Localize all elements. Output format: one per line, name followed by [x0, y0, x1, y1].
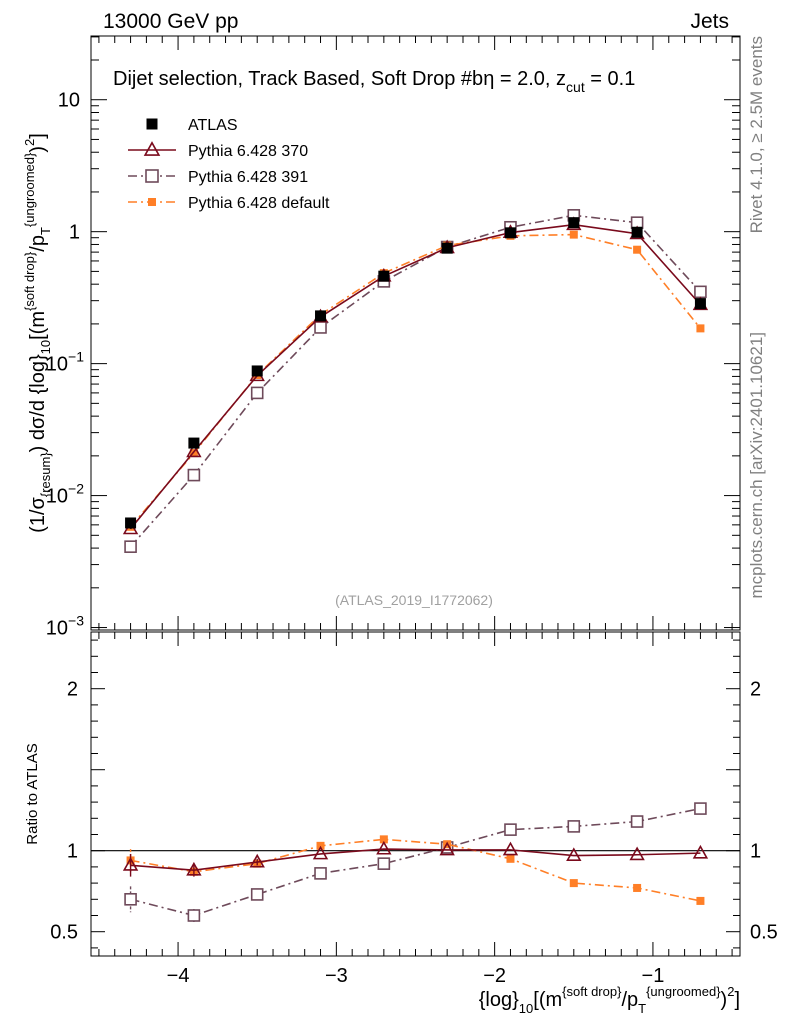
ratio-point-pythia-6-428-391 [377, 857, 391, 870]
ratio-y-tick-label: 0.5 [50, 922, 78, 944]
point-pythia-6-428-391 [124, 540, 137, 553]
ratio-point-pythia-6-428-default [379, 835, 388, 844]
ratio-point-pythia-6-428-370 [629, 846, 645, 861]
jets-label: Jets [690, 10, 729, 33]
ratio-point-pythia-6-428-391 [124, 892, 137, 906]
legend-entry: Pythia 6.428 default [188, 195, 330, 212]
legend-marker-pythia-6-428-default [148, 198, 156, 206]
point-atlas [315, 310, 327, 322]
legend-entry: Pythia 6.428 391 [188, 169, 308, 186]
ratio-point-pythia-6-428-370 [186, 861, 202, 876]
ratio-point-pythia-6-428-391 [630, 815, 644, 828]
point-pythia-6-428-391 [250, 386, 264, 400]
ratio-point-pythia-6-428-370 [502, 841, 519, 856]
point-pythia-6-428-default [633, 245, 642, 254]
ratio-point-pythia-6-428-default [506, 854, 515, 863]
legend-marker-atlas [146, 118, 158, 130]
point-pythia-6-428-391 [314, 321, 327, 334]
point-atlas [125, 517, 137, 529]
ratio-point-pythia-6-428-370 [122, 857, 139, 871]
ratio-frame [90, 631, 741, 957]
rivet-label: Rivet 4.1.0, ≥ 2.5M events [747, 36, 766, 233]
point-pythia-6-428-default [189, 449, 198, 458]
ratio-point-pythia-6-428-370 [312, 845, 329, 860]
axes-layer: −4 −3 −2 −1 10−3 10−2 10−1 1 10 0.5 0.5 1 1 2 2 [46, 36, 778, 987]
collision-label: 13000 GeV pp [103, 10, 238, 33]
ratio-y-tick-label: 1 [67, 841, 78, 863]
ratio-y-tick-label-right: 2 [750, 679, 761, 701]
point-atlas [568, 217, 580, 229]
main-ylabel: (1/σ{resum}) dσ/d {log}10[(m{soft drop}/… [22, 133, 53, 533]
series-line-pythia-6-428-391 [129, 214, 702, 548]
y-tick-label: 10−1 [46, 349, 84, 376]
point-pythia-6-428-default [569, 230, 578, 239]
ratio-point-pythia-6-428-391 [694, 802, 707, 815]
ratio-y-tick-label: 2 [67, 679, 78, 701]
plot-title: Dijet selection, Track Based, Soft Drop … [113, 68, 635, 95]
ratio-line-pythia-6-428-default [130, 838, 701, 902]
x-tick-label: −1 [642, 965, 665, 987]
ratio-line-pythia-6-428-391 [130, 807, 701, 917]
point-atlas [504, 227, 516, 239]
ratio-point-pythia-6-428-370 [566, 847, 582, 862]
point-atlas [694, 298, 706, 310]
ratio-point-pythia-6-428-391 [314, 867, 327, 880]
x-tick-label: −4 [167, 965, 190, 987]
legend-marker-pythia-6-428-391 [145, 169, 159, 183]
ratio-point-pythia-6-428-370 [439, 841, 455, 856]
legend-entry: Pythia 6.428 370 [188, 143, 308, 160]
ratio-point-pythia-6-428-default [633, 883, 642, 892]
point-atlas [378, 270, 390, 282]
ratio-point-pythia-6-428-default [569, 879, 578, 888]
x-tick-label: −2 [483, 965, 506, 987]
series-line-pythia-6-428-default [129, 233, 702, 528]
y-tick-label: 10−2 [46, 481, 84, 508]
mcplots-label: mcplots.cern.ch [arXiv:2401.10621] [747, 332, 766, 598]
y-tick-label: 1 [69, 222, 80, 244]
xaxis-label: {log}10[(m{soft drop}/pT{ungroomed})2] [479, 984, 740, 1016]
point-atlas [251, 365, 263, 377]
analysis-watermark: (ATLAS_2019_I1772062) [335, 592, 493, 608]
point-pythia-6-428-391 [694, 285, 707, 299]
ratio-point-pythia-6-428-391 [567, 820, 581, 833]
ratio-point-pythia-6-428-370 [376, 840, 392, 855]
legend: ATLAS Pythia 6.428 370 Pythia 6.428 391 Pyt… [128, 117, 330, 212]
ratio-y-tick-label-right: 0.5 [750, 922, 778, 944]
point-pythia-6-428-default [696, 324, 705, 333]
series-line-pythia-6-428-370 [129, 223, 702, 530]
ratio-point-pythia-6-428-370 [249, 853, 265, 868]
ratio-point-pythia-6-428-default [696, 896, 705, 905]
point-pythia-6-428-391 [187, 468, 201, 482]
ratio-point-pythia-6-428-391 [504, 823, 517, 836]
ratio-point-pythia-6-428-391 [187, 909, 201, 922]
legend-marker-pythia-6-428-370 [143, 141, 161, 156]
legend-entry: ATLAS [188, 117, 238, 134]
point-atlas [631, 226, 643, 238]
y-tick-label: 10 [58, 90, 80, 112]
point-atlas [441, 242, 453, 254]
y-tick-label: 10−3 [46, 613, 84, 640]
ratio-point-pythia-6-428-370 [692, 844, 709, 859]
ratio-point-pythia-6-428-391 [250, 888, 264, 901]
ratio-y-tick-label-right: 1 [750, 841, 761, 863]
point-pythia-6-428-370 [186, 443, 202, 458]
point-atlas [188, 437, 200, 449]
ratio-ylabel: Ratio to ATLAS [24, 743, 41, 844]
x-tick-label: −3 [325, 965, 348, 987]
series-layer [122, 209, 709, 922]
ratio-line-pythia-6-428-370 [130, 848, 701, 871]
